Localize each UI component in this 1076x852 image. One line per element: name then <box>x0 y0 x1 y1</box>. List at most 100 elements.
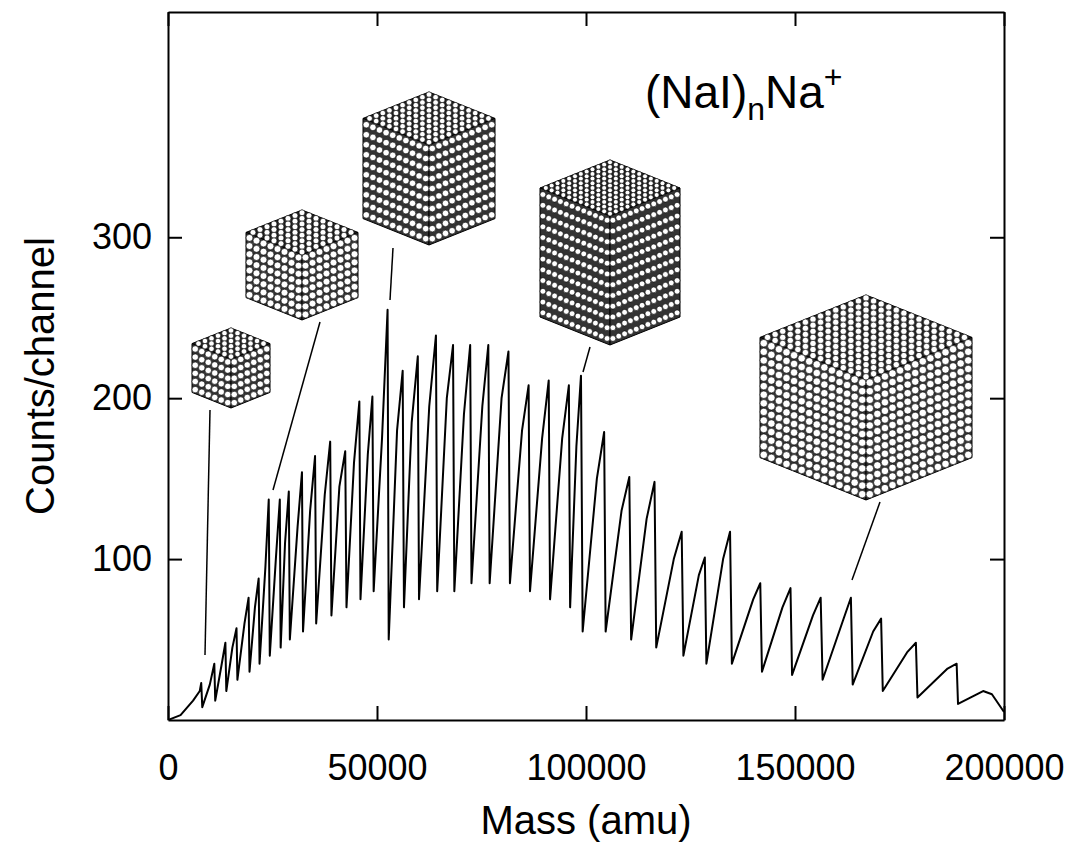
atom-left <box>775 406 783 414</box>
atom-right <box>896 392 904 400</box>
atom-right <box>628 264 634 270</box>
atom-right <box>442 200 449 207</box>
atom-right <box>251 383 257 389</box>
atom-right <box>257 356 263 362</box>
atom-left <box>212 386 218 392</box>
atom-left <box>581 272 587 278</box>
atom-right <box>337 264 344 271</box>
atom-top <box>373 113 379 119</box>
atom-top <box>573 174 578 179</box>
atom-left <box>370 164 377 171</box>
atom-left <box>288 300 295 307</box>
atom-right <box>651 298 657 304</box>
atom-top <box>870 352 876 358</box>
atom-top <box>863 313 869 319</box>
atom-top <box>278 224 284 230</box>
atom-right <box>639 206 645 212</box>
atom-top <box>459 116 465 122</box>
atom-left <box>775 346 783 354</box>
atom-top <box>672 186 677 191</box>
atom-left <box>843 450 851 458</box>
atom-left <box>775 431 783 439</box>
atom-top <box>602 190 607 195</box>
atom-left <box>558 209 564 215</box>
atom-top <box>660 181 665 186</box>
atom-top <box>870 304 876 310</box>
atom-right <box>927 423 935 431</box>
atom-top <box>433 95 439 101</box>
atom-right <box>957 403 965 411</box>
atom-right <box>251 392 257 398</box>
atom-right <box>436 213 443 220</box>
cube <box>363 92 495 245</box>
atom-top <box>413 134 419 140</box>
atom-left <box>246 291 253 298</box>
atom-top <box>215 349 220 354</box>
atom-left <box>569 257 575 263</box>
atom-left <box>396 205 403 212</box>
atom-top <box>654 183 659 188</box>
atom-top <box>222 330 227 335</box>
atom-left <box>858 413 866 421</box>
atom-right <box>663 315 669 321</box>
atom-top <box>573 197 578 202</box>
atom-left <box>218 356 224 362</box>
cube-left <box>246 232 302 320</box>
atom-left <box>587 221 593 227</box>
atom-top <box>228 349 233 354</box>
atom-top <box>654 188 659 193</box>
atom-top <box>561 179 566 184</box>
atom-right <box>657 209 663 215</box>
atom-right <box>622 245 628 251</box>
atom-right <box>663 261 669 267</box>
atom-top <box>285 232 291 238</box>
atom-top <box>840 334 846 340</box>
atom-right <box>919 401 927 409</box>
atom-top <box>619 179 624 184</box>
atom-left <box>790 455 798 463</box>
atom-left <box>383 139 390 146</box>
atom-right <box>633 208 639 214</box>
atom-left <box>798 432 806 440</box>
atom-right <box>436 203 443 210</box>
atom-left <box>798 440 806 448</box>
atom-top <box>810 328 816 334</box>
atom-left <box>569 214 575 220</box>
atom-top <box>863 319 869 325</box>
atom-left <box>851 462 859 470</box>
atom-top <box>825 310 831 316</box>
atom-right <box>904 398 912 406</box>
atom-top <box>802 331 808 337</box>
atom-top <box>278 218 284 224</box>
atom-right <box>957 385 965 393</box>
atom-left <box>192 370 198 376</box>
atom-right <box>651 244 657 250</box>
atom-left <box>760 417 768 425</box>
atom-top <box>863 331 869 337</box>
atom-left <box>813 369 821 377</box>
atom-right <box>889 387 897 395</box>
atom-top <box>446 126 452 132</box>
atom-top <box>625 186 630 191</box>
atom-left <box>821 458 829 466</box>
atom-top <box>916 322 922 328</box>
atom-left <box>858 387 866 395</box>
tick <box>586 12 587 26</box>
atom-left <box>821 441 829 449</box>
atom-right <box>651 222 657 228</box>
atom-top <box>264 229 270 235</box>
atom-right <box>896 418 904 426</box>
atom-right <box>622 223 628 229</box>
cube-left <box>540 188 610 345</box>
atom-left <box>836 404 844 412</box>
atom-right <box>442 140 449 147</box>
atom-left <box>540 310 546 316</box>
atom-right <box>622 288 628 294</box>
atom-top <box>878 337 884 343</box>
atom-left <box>281 257 288 264</box>
atom-left <box>383 129 390 136</box>
atom-top <box>833 331 839 337</box>
atom-left <box>295 287 302 294</box>
atom-right <box>442 160 449 167</box>
atom-top <box>848 349 854 355</box>
